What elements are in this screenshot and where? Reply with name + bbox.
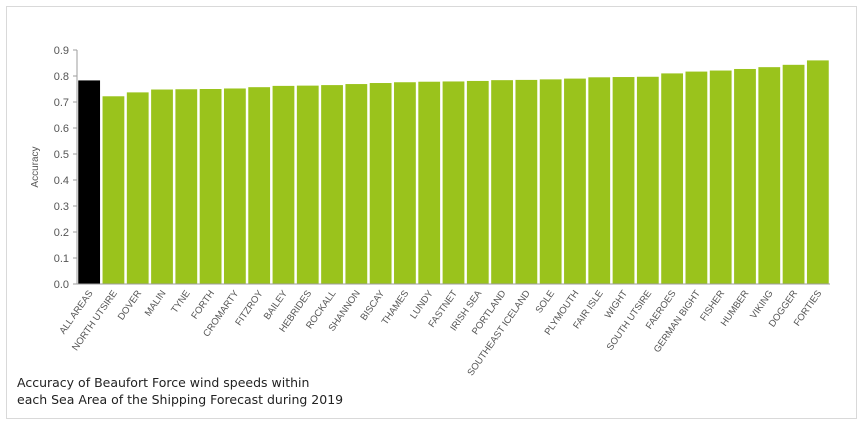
- x-tick-label: TYNE: [169, 288, 193, 315]
- y-tick-label: 0.1: [54, 253, 69, 265]
- y-tick-label: 0.7: [54, 97, 69, 109]
- bar-viking: [758, 67, 781, 284]
- x-tick-label: MALIN: [143, 288, 169, 318]
- bar-fastnet: [442, 81, 465, 285]
- bar-irish-sea: [466, 80, 489, 284]
- bar-thames: [394, 82, 416, 285]
- bar-cromarty: [223, 88, 246, 284]
- bar-sole: [539, 79, 562, 284]
- caption-line-1: Accuracy of Beaufort Force wind speeds w…: [17, 375, 310, 390]
- bar-malin: [151, 89, 173, 285]
- caption-line-2: each Sea Area of the Shipping Forecast d…: [17, 392, 344, 407]
- bar-forties: [806, 60, 829, 285]
- x-tick-label: DOVER: [116, 288, 144, 322]
- bar-fisher: [709, 70, 732, 284]
- y-tick-label: 0.2: [54, 227, 69, 239]
- y-tick-label: 0.8: [54, 71, 69, 83]
- bar-faeroes: [661, 73, 684, 285]
- y-tick-label: 0.4: [54, 175, 69, 187]
- y-axis-title: Accuracy: [30, 146, 41, 187]
- bar-all-areas: [78, 80, 101, 284]
- bar-rockall: [321, 85, 343, 284]
- bar-forth: [199, 89, 222, 284]
- y-tick-label: 0.3: [54, 201, 69, 213]
- bar-fair-isle: [588, 77, 611, 284]
- bar-fitzroy: [248, 87, 271, 285]
- bar-wight: [612, 77, 635, 284]
- bar-biscay: [369, 83, 392, 285]
- y-tick-label: 0.6: [54, 123, 69, 135]
- bar-south-utsire: [636, 76, 659, 284]
- bar-tyne: [175, 89, 198, 284]
- bar-shannon: [345, 84, 368, 284]
- y-tick-label: 0.9: [54, 45, 69, 57]
- bar-dogger: [782, 64, 805, 284]
- bar-dover: [126, 92, 149, 284]
- y-tick-label: 0.5: [54, 149, 69, 161]
- bar-lundy: [418, 81, 441, 284]
- chart-caption: Accuracy of Beaufort Force wind speeds w…: [17, 374, 437, 408]
- bar-german-bight: [685, 71, 708, 284]
- bar-hebrides: [296, 85, 319, 285]
- x-tick-label: NORTH UTSIRE: [70, 288, 120, 353]
- bar-plymouth: [564, 78, 586, 284]
- bar-portland: [491, 80, 513, 284]
- bar-bailey: [272, 85, 295, 284]
- bar-southeast-iceland: [515, 79, 538, 285]
- bar-humber: [734, 68, 756, 284]
- bar-north-utsire: [102, 96, 125, 284]
- y-tick-label: 0.0: [54, 279, 69, 291]
- x-tick-label: SOLE: [534, 288, 558, 315]
